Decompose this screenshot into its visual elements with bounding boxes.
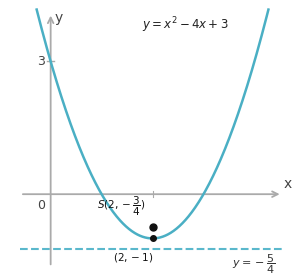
- Text: y: y: [55, 11, 63, 25]
- Text: $(2, -1)$: $(2, -1)$: [113, 251, 153, 264]
- Text: x: x: [284, 177, 292, 191]
- Text: $S(2, -\dfrac{3}{4})$: $S(2, -\dfrac{3}{4})$: [97, 194, 145, 218]
- Text: 3: 3: [37, 55, 44, 68]
- Text: 0: 0: [38, 199, 46, 212]
- Text: $y = -\dfrac{5}{4}$: $y = -\dfrac{5}{4}$: [232, 253, 275, 276]
- Text: $y = x^2 - 4x + 3$: $y = x^2 - 4x + 3$: [142, 15, 229, 35]
